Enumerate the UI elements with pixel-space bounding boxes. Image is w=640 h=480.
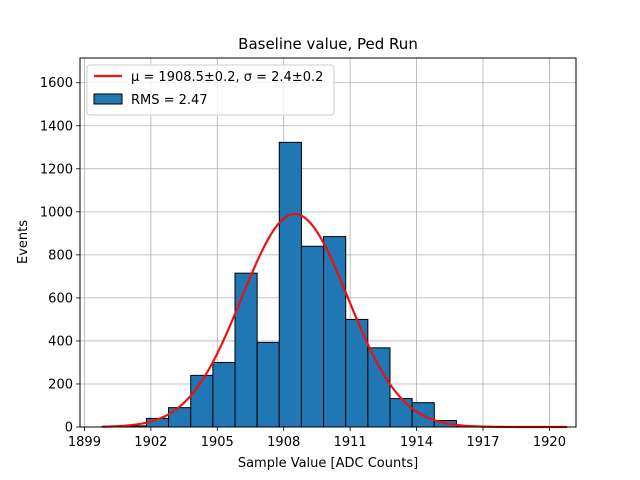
histogram-bar bbox=[367, 347, 391, 428]
legend-box bbox=[86, 64, 335, 116]
y-tick-label: 1400 bbox=[40, 119, 73, 134]
histogram-bar bbox=[168, 407, 192, 428]
histogram-bar bbox=[389, 398, 413, 428]
legend-rms-label: RMS = 2.47 bbox=[131, 93, 208, 108]
y-axis-ticks: 0 200 400 600 800 1000 1200 1400 1600 bbox=[40, 76, 80, 436]
y-tick-label: 0 bbox=[65, 421, 73, 436]
plot-frame bbox=[79, 57, 577, 428]
y-tick-label: 1200 bbox=[40, 162, 73, 177]
x-tick-label: 1917 bbox=[466, 435, 499, 450]
histogram-bar bbox=[278, 141, 302, 428]
x-tick-label: 1920 bbox=[533, 435, 566, 450]
y-tick-label: 1600 bbox=[40, 76, 73, 91]
y-tick-label: 200 bbox=[48, 377, 73, 392]
y-tick-label: 400 bbox=[48, 334, 73, 349]
legend-fit-label: μ = 1908.5±0.2, σ = 2.4±0.2 bbox=[131, 70, 323, 85]
x-tick-label: 1899 bbox=[68, 435, 101, 450]
histogram-bar bbox=[234, 272, 258, 428]
x-tick-label: 1911 bbox=[334, 435, 367, 450]
x-axis-label: Sample Value [ADC Counts] bbox=[238, 456, 418, 471]
y-axis-label: Events bbox=[16, 220, 31, 264]
histogram-bar bbox=[212, 361, 236, 428]
histogram-bar bbox=[190, 374, 214, 428]
x-tick-label: 1908 bbox=[267, 435, 300, 450]
legend-rms-swatch bbox=[93, 93, 123, 105]
y-tick-label: 600 bbox=[48, 291, 73, 306]
x-tick-label: 1902 bbox=[134, 435, 167, 450]
x-tick-label: 1905 bbox=[201, 435, 234, 450]
legend: μ = 1908.5±0.2, σ = 2.4±0.2 RMS = 2.47 bbox=[86, 64, 335, 116]
chart-title: Baseline value, Ped Run bbox=[238, 35, 418, 53]
y-tick-label: 1000 bbox=[40, 205, 73, 220]
y-tick-label: 800 bbox=[48, 248, 73, 263]
histogram-bar bbox=[300, 245, 325, 428]
x-axis-ticks: 1899 1902 1905 1908 1911 1914 1917 1920 bbox=[68, 427, 566, 450]
x-tick-label: 1914 bbox=[400, 435, 433, 450]
histogram-bar bbox=[256, 341, 280, 428]
